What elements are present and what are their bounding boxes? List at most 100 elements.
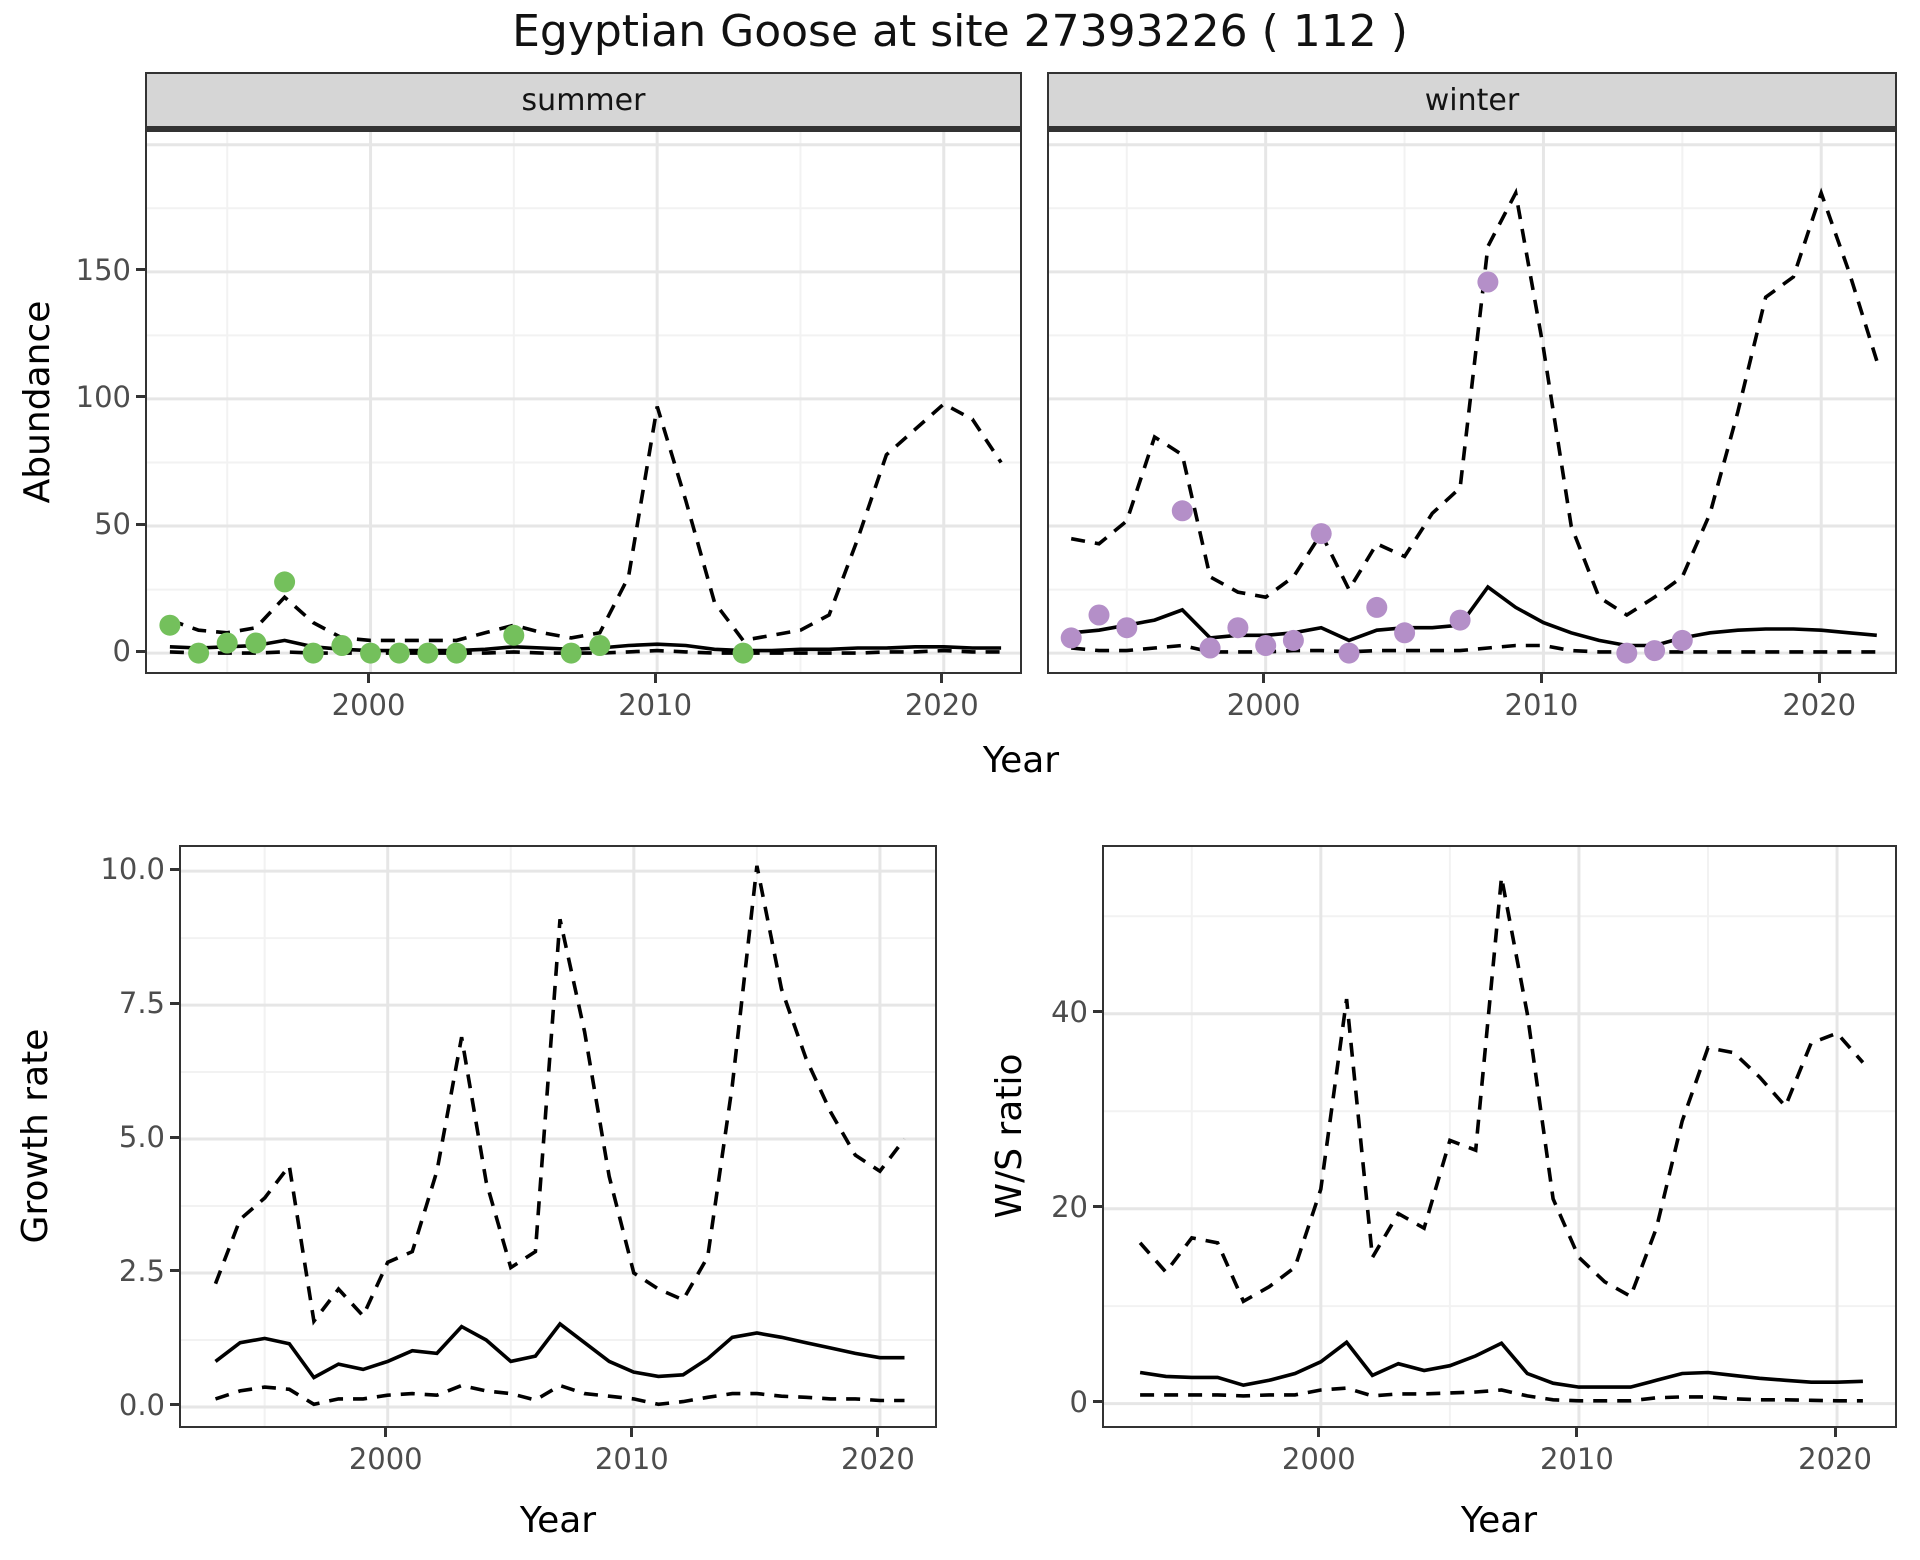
axis-tick-label: 2010 — [1540, 1442, 1614, 1476]
y-axis-title-ws-ratio: W/S ratio — [989, 1053, 1030, 1219]
axis-tick-mark — [876, 1428, 880, 1437]
observed-count-point — [1227, 617, 1249, 639]
axis-tick-label: 5.0 — [118, 1120, 165, 1155]
facet-strip-summer: summer — [145, 72, 1022, 130]
facet-strip-winter-label: winter — [1424, 82, 1520, 118]
axis-tick-label: 0 — [112, 634, 131, 669]
observed-count-point — [1255, 635, 1277, 656]
plot-area-growth — [181, 847, 935, 1426]
observed-count-point — [1310, 523, 1332, 545]
axis-tick-label: 2000 — [348, 1442, 423, 1476]
panel-growth-rate — [179, 845, 937, 1428]
x-axis-title-year-growth: Year — [519, 1500, 597, 1541]
observed-count-point — [560, 642, 582, 664]
axis-tick-label: 10.0 — [100, 852, 165, 887]
observed-count-point — [1171, 500, 1193, 522]
observed-count-point — [216, 632, 238, 654]
observed-count-point — [1088, 604, 1110, 626]
axis-tick-label: 2020 — [1782, 688, 1857, 722]
x-axis-title-year-top: Year — [982, 740, 1060, 781]
plot-area-winter — [1049, 132, 1895, 672]
panel-abundance-summer — [145, 130, 1022, 674]
series-upper-credible-bound — [1070, 187, 1879, 618]
observed-count-point — [1116, 617, 1138, 639]
observed-count-point — [1449, 609, 1471, 631]
axis-tick-label: 2020 — [841, 1442, 915, 1476]
observed-count-point — [188, 642, 210, 664]
observed-count-point — [159, 614, 181, 636]
x-axis-title-year-ws: Year — [1460, 1500, 1538, 1541]
series-model-median — [1139, 1339, 1863, 1389]
series-lower-credible-bound — [1071, 643, 1877, 654]
series-lower-credible-bound — [1140, 1386, 1863, 1403]
axis-tick-mark — [136, 395, 145, 399]
series-upper-credible-bound — [213, 865, 906, 1326]
plot-area-summer — [147, 132, 1020, 672]
observed-count-point — [274, 571, 296, 593]
axis-tick-mark — [170, 1269, 179, 1273]
axis-tick-mark — [136, 268, 145, 272]
series-lower-credible-bound — [169, 648, 1002, 655]
observed-count-point — [1477, 271, 1499, 293]
chart-title: Egyptian Goose at site 27393226 ( 112 ) — [512, 6, 1408, 57]
observed-count-point — [388, 642, 410, 664]
axis-tick-mark — [170, 1001, 179, 1005]
axis-tick-mark — [1093, 1400, 1102, 1404]
axis-tick-mark — [1539, 674, 1543, 683]
observed-count-point — [1282, 629, 1304, 651]
axis-tick-label: 150 — [75, 252, 131, 287]
panel-abundance-winter — [1047, 130, 1897, 674]
series-model-median — [214, 1321, 905, 1380]
observed-count-point — [1060, 627, 1082, 649]
axis-tick-mark — [170, 867, 179, 871]
series-upper-credible-bound — [1138, 876, 1865, 1304]
axis-tick-mark — [367, 674, 371, 683]
axis-tick-mark — [630, 1428, 634, 1437]
observed-count-point — [417, 642, 439, 664]
axis-tick-mark — [136, 522, 145, 526]
series-lower-credible-bound — [214, 1383, 905, 1407]
observed-count-point — [1199, 637, 1221, 659]
axis-tick-label: 2000 — [1226, 688, 1301, 722]
axis-tick-label: 2000 — [331, 688, 406, 722]
axis-tick-label: 0 — [1069, 1384, 1088, 1419]
observed-count-point — [360, 642, 381, 664]
axis-tick-label: 0.0 — [118, 1387, 165, 1422]
axis-tick-mark — [1833, 1428, 1837, 1437]
axis-tick-mark — [1575, 1428, 1579, 1437]
axis-tick-label: 50 — [94, 507, 131, 542]
series-model-median — [169, 638, 1002, 653]
observed-count-point — [245, 632, 267, 654]
plot-area-ws — [1104, 847, 1895, 1426]
axis-tick-label: 100 — [75, 379, 131, 414]
axis-tick-label: 2020 — [904, 688, 979, 722]
observed-count-point — [302, 642, 324, 664]
series-upper-credible-bound — [169, 401, 1003, 643]
axis-tick-mark — [136, 649, 145, 653]
observed-count-point — [732, 642, 754, 664]
axis-tick-label: 2010 — [618, 688, 693, 722]
facet-strip-summer-label: summer — [521, 82, 646, 118]
facet-strip-winter: winter — [1047, 72, 1897, 130]
observed-count-point — [503, 624, 525, 646]
panel-ws-ratio — [1102, 845, 1897, 1428]
axis-tick-mark — [170, 1135, 179, 1139]
observed-count-point — [1338, 642, 1360, 664]
axis-tick-label: 2020 — [1798, 1442, 1872, 1476]
axis-tick-mark — [653, 674, 657, 683]
axis-tick-mark — [170, 1403, 179, 1407]
y-axis-title-growth-rate: Growth rate — [15, 1028, 56, 1244]
observed-count-point — [1366, 596, 1388, 618]
axis-tick-mark — [1262, 674, 1266, 683]
axis-tick-label: 2.5 — [118, 1253, 165, 1288]
observed-count-point — [1394, 622, 1416, 644]
axis-tick-mark — [1093, 1205, 1102, 1209]
axis-tick-label: 7.5 — [118, 986, 165, 1021]
axis-tick-mark — [1817, 674, 1821, 683]
axis-tick-mark — [940, 674, 944, 683]
axis-tick-mark — [384, 1428, 388, 1437]
axis-tick-label: 40 — [1051, 994, 1088, 1029]
axis-tick-mark — [1317, 1428, 1321, 1437]
observed-count-point — [1616, 642, 1638, 664]
